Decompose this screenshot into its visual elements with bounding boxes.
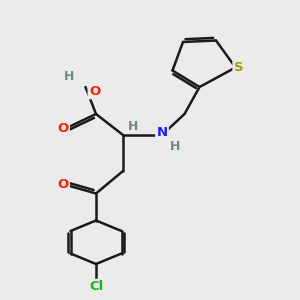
Text: O: O	[57, 178, 69, 191]
Text: H: H	[128, 119, 139, 133]
Text: O: O	[57, 122, 69, 136]
Text: O: O	[89, 85, 100, 98]
Text: H: H	[64, 70, 74, 83]
Text: H: H	[170, 140, 181, 154]
Text: Cl: Cl	[89, 280, 103, 293]
Text: N: N	[156, 126, 168, 139]
Text: S: S	[234, 61, 243, 74]
